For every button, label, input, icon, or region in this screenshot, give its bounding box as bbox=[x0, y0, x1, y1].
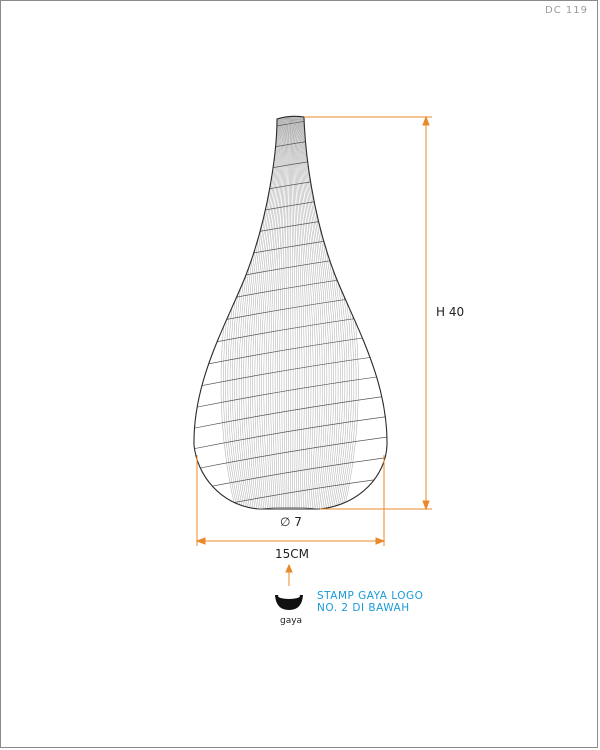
vase-rib bbox=[283, 116, 290, 509]
vase-rib bbox=[263, 116, 286, 509]
vase-rib bbox=[292, 116, 303, 509]
vase-rib bbox=[272, 116, 287, 509]
vase-rib bbox=[295, 116, 321, 509]
vase-rib bbox=[270, 116, 287, 509]
vase-rib bbox=[279, 116, 289, 509]
logo-note-line-1: STAMP GAYA LOGO bbox=[317, 590, 423, 602]
vase-rib bbox=[288, 116, 290, 509]
vase-rib bbox=[296, 116, 323, 509]
gaya-logo: gaya bbox=[275, 593, 303, 626]
vase-rib bbox=[256, 116, 284, 509]
logo-note-line-2: NO. 2 DI BAWAH bbox=[317, 602, 410, 614]
vase-rib bbox=[281, 116, 289, 509]
vase-rib bbox=[293, 116, 307, 509]
logo-wordmark: gaya bbox=[280, 616, 302, 626]
logo-arrow bbox=[285, 563, 293, 586]
width-label: 15CM bbox=[275, 547, 309, 561]
vase-rib bbox=[297, 116, 328, 509]
vase-rib bbox=[291, 116, 298, 509]
vase-rib bbox=[268, 116, 286, 509]
vase-rib bbox=[296, 116, 325, 509]
vase-rib bbox=[294, 116, 316, 509]
vase-rib bbox=[293, 116, 312, 509]
vase-spiral-band bbox=[193, 435, 388, 471]
vase-rib bbox=[290, 116, 294, 509]
vase-spiral-band bbox=[193, 415, 388, 450]
vase-rib bbox=[290, 116, 296, 509]
vase-rib bbox=[295, 116, 319, 509]
vase-rib bbox=[294, 116, 314, 509]
vase-rib bbox=[259, 116, 285, 509]
vase-rib bbox=[293, 116, 310, 509]
vase-spiral-band bbox=[193, 374, 388, 409]
height-dimension bbox=[304, 115, 432, 511]
vase-rib bbox=[291, 116, 301, 509]
vase-spiral-band bbox=[193, 456, 388, 491]
vase-rib bbox=[286, 116, 290, 509]
vase-rib bbox=[261, 116, 285, 509]
vase-base-line bbox=[257, 507, 321, 510]
vase-outline bbox=[193, 115, 388, 510]
product-code: DC 119 bbox=[545, 5, 588, 16]
vase-rib bbox=[265, 116, 286, 509]
vase-rib bbox=[277, 116, 288, 509]
base-diameter-label: ∅ 7 bbox=[280, 515, 302, 529]
vase-pattern bbox=[193, 116, 388, 509]
width-dimension bbox=[195, 455, 386, 546]
vase-spiral-band bbox=[193, 394, 388, 430]
height-label: H 40 bbox=[436, 305, 464, 319]
vase-rib bbox=[292, 116, 305, 509]
vase-rib bbox=[274, 116, 288, 509]
